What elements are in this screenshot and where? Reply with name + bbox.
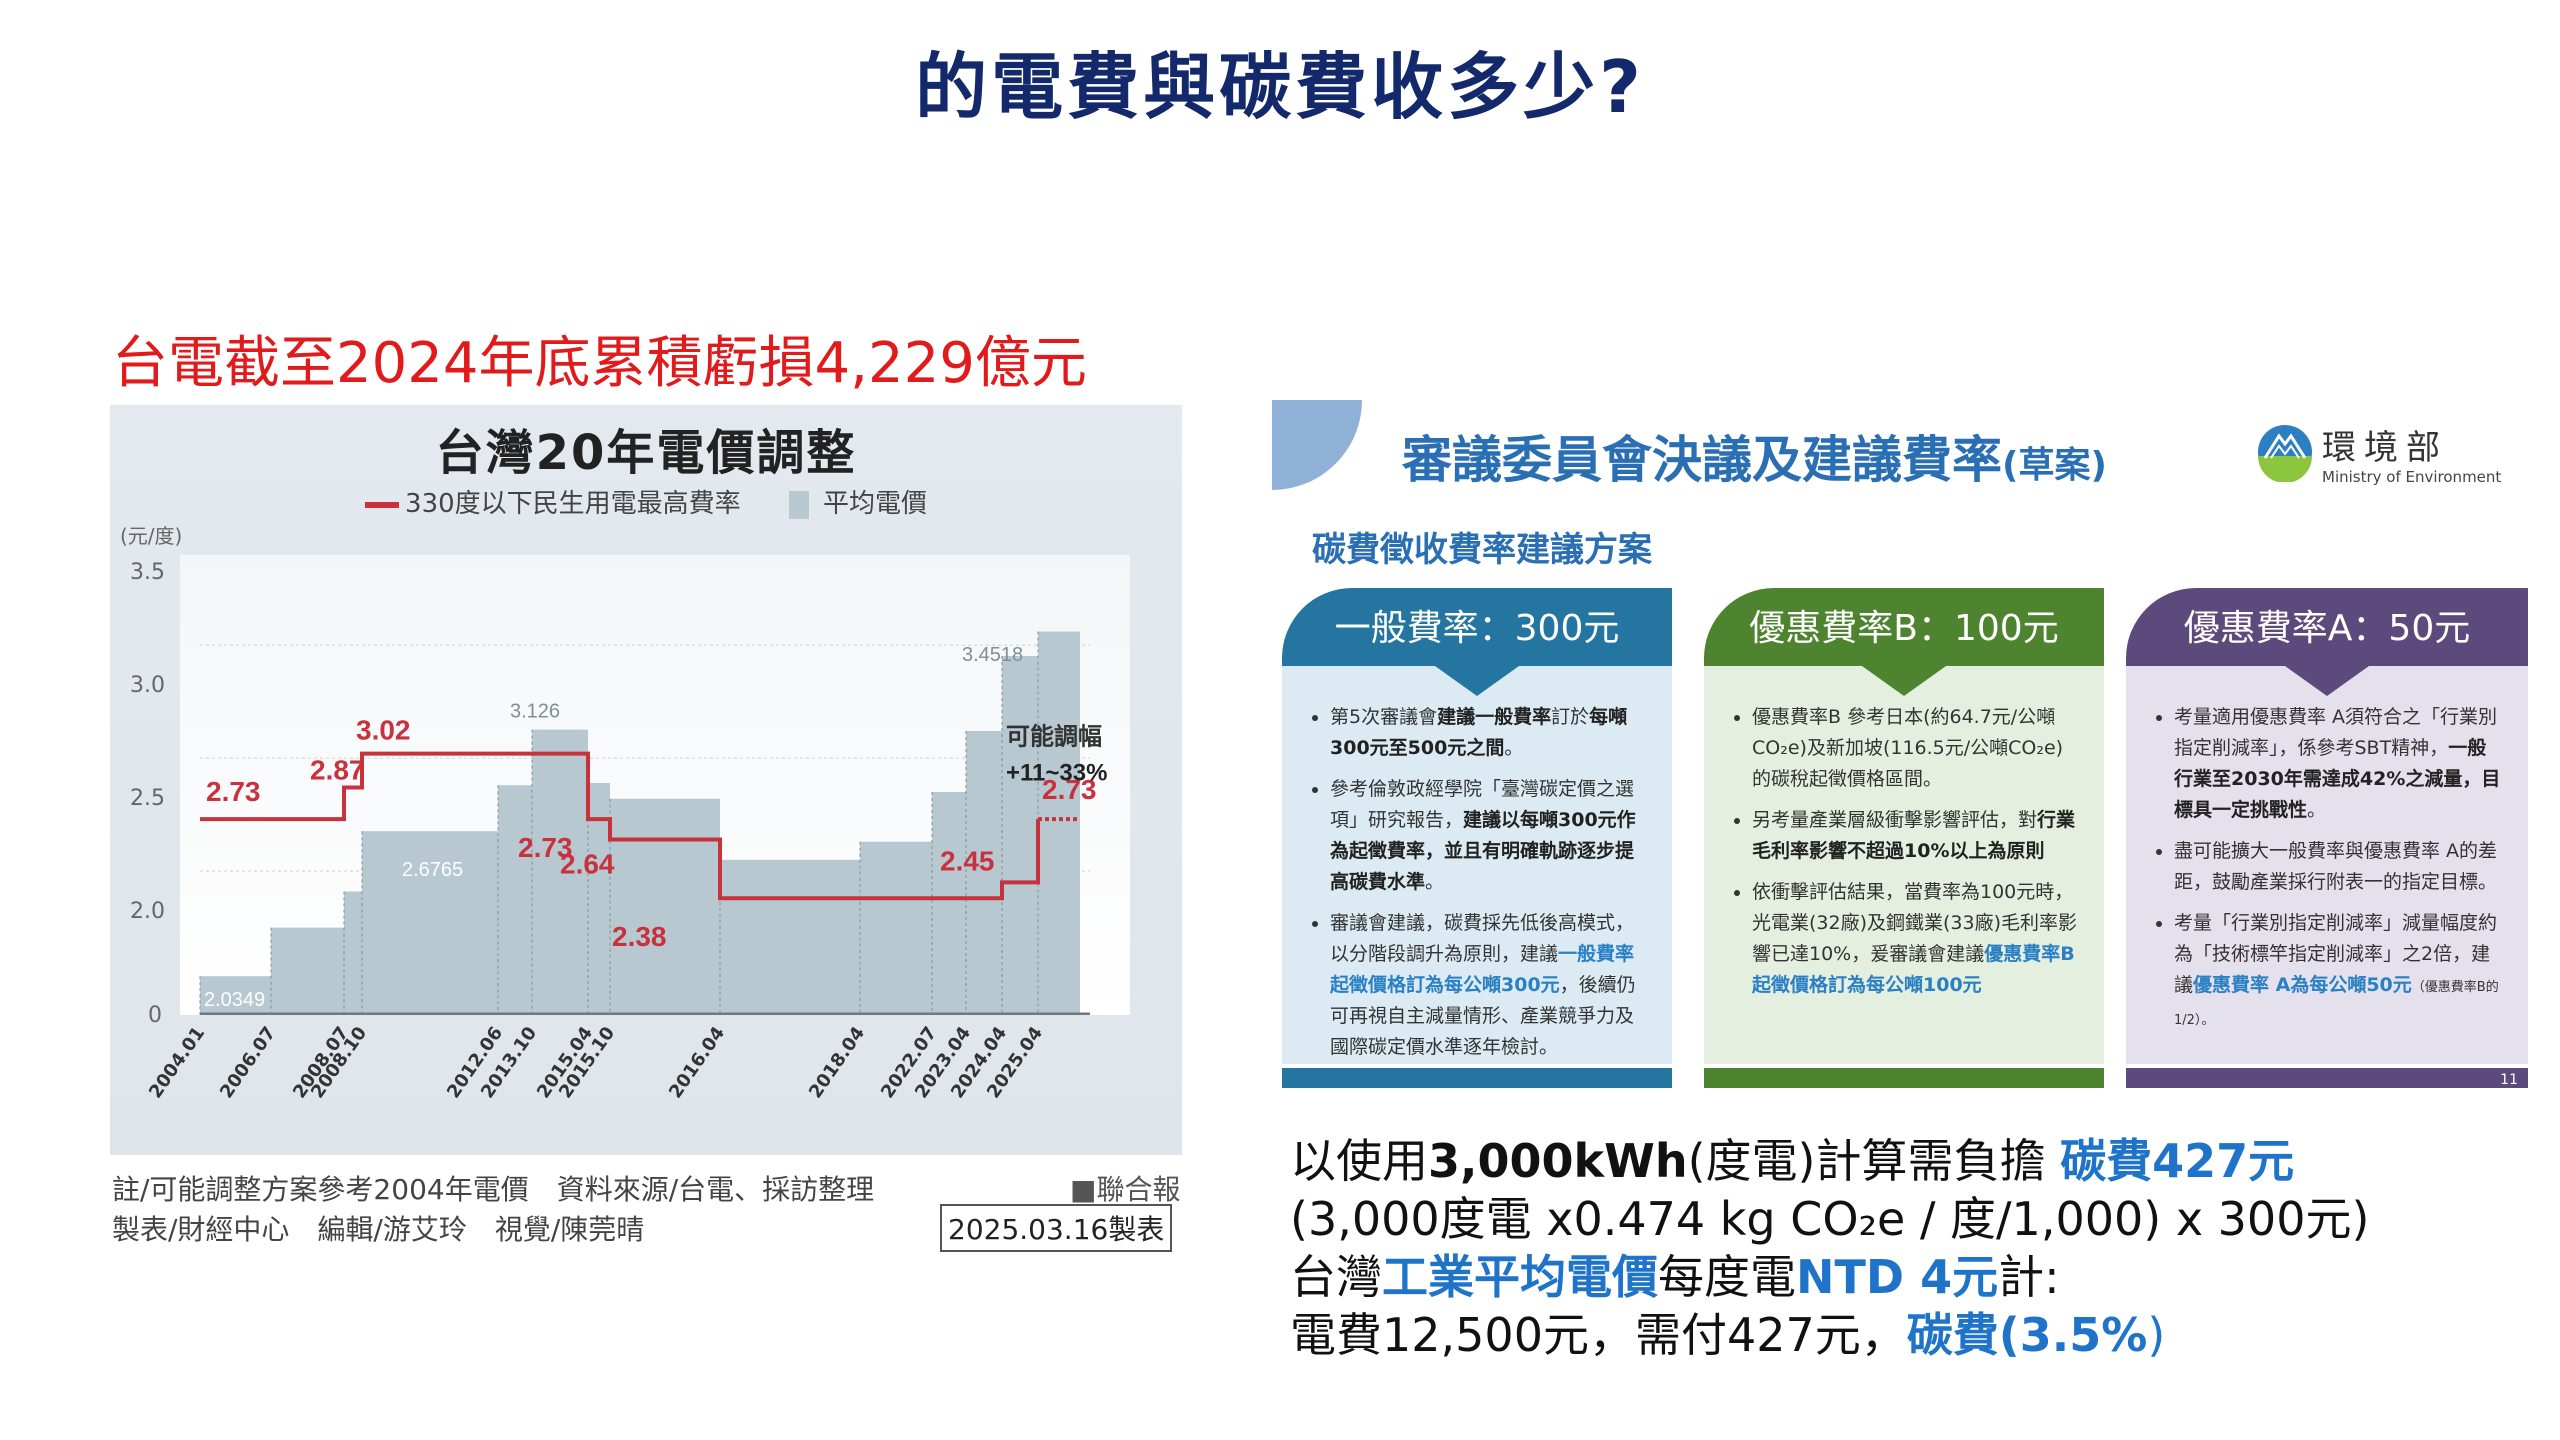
y-tick: 0	[148, 1003, 162, 1028]
svg-text:2.73: 2.73	[1042, 774, 1097, 805]
calc-line-2: (3,000度電 x0.474 kg CO₂e / 度/1,000) x 300…	[1290, 1192, 2370, 1246]
svg-text:2.45: 2.45	[940, 845, 995, 876]
bar	[1002, 655, 1038, 1015]
y-axis-unit: (元/度)	[120, 524, 183, 548]
y-tick: 2.5	[130, 786, 165, 811]
bar	[200, 976, 271, 1015]
svg-text:3.4518: 3.4518	[962, 644, 1023, 666]
y-tick: 3.0	[130, 673, 165, 698]
bar	[720, 859, 860, 1015]
card-body: 考量適用優惠費率 A須符合之「行業別指定削減率」，係參考SBT精神，一般行業至2…	[2126, 666, 2528, 1064]
x-tick: 2004.01	[144, 1023, 210, 1103]
proposal-title-text: 審議委員會決議及建議費率	[1402, 431, 2002, 489]
svg-text:可能調幅: 可能調幅	[1006, 723, 1102, 751]
card-bullet: 考量適用優惠費率 A須符合之「行業別指定削減率」，係參考SBT精神，一般行業至2…	[2174, 702, 2504, 826]
card-footer-bar: 11	[2126, 1068, 2528, 1088]
svg-text:2.87: 2.87	[310, 754, 365, 785]
card-arrow	[1435, 666, 1519, 696]
svg-text:2.73: 2.73	[206, 776, 261, 807]
card-footer-bar	[1282, 1068, 1672, 1088]
ministry-logo-icon	[2258, 425, 2312, 482]
card-bullet: 第5次審議會建議一般費率訂於每噸300元至500元之間。	[1330, 702, 1648, 764]
card-general-rate: 一般費率：300元 第5次審議會建議一般費率訂於每噸300元至500元之間。 參…	[1282, 588, 1672, 1088]
bar	[966, 730, 1002, 1015]
svg-text:2.0349: 2.0349	[204, 989, 265, 1011]
loss-heading: 台電截至2024年底累積虧損4,229億元	[112, 331, 1087, 396]
calc-line-3: 台灣工業平均電價每度電NTD 4元計:	[1290, 1250, 2060, 1304]
bar	[362, 831, 498, 1015]
bar	[498, 785, 532, 1015]
ministry-name-en: Ministry of Environment	[2322, 468, 2502, 486]
card-bullet: 考量「行業別指定削減率」減量幅度約為「技術標竿指定削減率」之2倍，建議優惠費率 …	[2174, 908, 2504, 1036]
x-tick: 2018.04	[804, 1023, 870, 1103]
card-bullet: 優惠費率B 參考日本(約64.7元/公噸CO₂e)及新加坡(116.5元/公噸C…	[1752, 702, 2080, 795]
legend-line-label: 330度以下民生用電最高費率	[405, 489, 741, 519]
chart-title: 台灣20年電價調整	[435, 425, 857, 481]
card-header: 一般費率：300元	[1282, 588, 1672, 666]
chart-svg: 2.03492.67653.1263.45182.732.873.022.732…	[199, 631, 1107, 1015]
bar	[860, 841, 932, 1015]
card-preferential-rate-a: 優惠費率A：50元 考量適用優惠費率 A須符合之「行業別指定削減率」，係參考SB…	[2126, 588, 2528, 1088]
bar	[588, 782, 610, 1015]
electricity-price-chart: 台灣20年電價調整 330度以下民生用電最高費率 平均電價 (元/度) 3.5 …	[110, 405, 1182, 1155]
card-bullet: 審議會建議，碳費採先低後高模式，以分階段調升為原則，建議一般費率起徵價格訂為每公…	[1330, 908, 1648, 1063]
y-tick: 3.5	[130, 560, 165, 585]
x-tick: 2006.07	[215, 1023, 281, 1103]
bar	[344, 891, 362, 1015]
svg-text:3.126: 3.126	[510, 701, 560, 723]
card-footer-bar	[1704, 1068, 2104, 1088]
legend-line-swatch	[365, 501, 400, 508]
bar	[610, 798, 720, 1015]
chart-legend: 330度以下民生用電最高費率 平均電價	[110, 483, 1182, 520]
source-badge: ■聯合報	[1070, 1173, 1181, 1206]
decorative-arc	[1272, 400, 1362, 490]
card-bullet: 另考量產業層級衝擊影響評估，對行業毛利率影響不超過10%以上為原則	[1752, 805, 2080, 867]
svg-text:3.02: 3.02	[356, 715, 411, 746]
slide-title: 的電費與碳費收多少?	[915, 45, 1645, 129]
y-tick: 2.0	[130, 899, 165, 924]
card-preferential-rate-b: 優惠費率B：100元 優惠費率B 參考日本(約64.7元/公噸CO₂e)及新加坡…	[1704, 588, 2104, 1088]
carbon-fee-calculation: 以使用3,000kWh(度電)計算需負擔 碳費427元 (3,000度電 x0.…	[1290, 1132, 2369, 1364]
chart-credits: 製表/財經中心 編輯/游艾玲 視覺/陳莞晴	[112, 1213, 645, 1246]
proposal-title: 審議委員會決議及建議費率(草案)	[1402, 420, 2107, 492]
calc-line-1: 以使用3,000kWh(度電)計算需負擔 碳費427元	[1290, 1134, 2295, 1188]
legend-bar-label: 平均電價	[822, 489, 927, 519]
date-stamp: 2025.03.16製表	[940, 1204, 1173, 1252]
x-tick: 2016.04	[664, 1023, 730, 1103]
svg-text:2.38: 2.38	[612, 921, 667, 952]
svg-text:2.6765: 2.6765	[402, 859, 463, 881]
bar	[532, 729, 588, 1015]
proposal-title-suffix: (草案)	[2002, 445, 2107, 486]
bar	[271, 927, 344, 1015]
card-bullet: 參考倫敦政經學院「臺灣碳定價之選項」研究報告，建議以每噸300元作為起徵費率，並…	[1330, 774, 1648, 898]
carbon-fee-proposal-slide: 審議委員會決議及建議費率(草案) 環境部 Ministry of Environ…	[1272, 400, 2547, 1090]
bar	[1038, 631, 1080, 1015]
ministry-name: 環境部	[2322, 428, 2448, 468]
card-bullet: 盡可能擴大一般費率與優惠費率 A的差距，鼓勵產業採行附表一的指定目標。	[2174, 836, 2504, 898]
card-bullet: 依衝擊評估結果，當費率為100元時，光電業(32廠)及鋼鐵業(33廠)毛利率影響…	[1752, 877, 2080, 1001]
chart-plot-area: 2.0349 2.6765 3.126 3.4518 2.73 2.87 3.02 2.73 2…	[180, 555, 1130, 1015]
page-number: 11	[2500, 1072, 2518, 1088]
svg-text:2.64: 2.64	[560, 848, 615, 879]
card-arrow	[1862, 666, 1946, 696]
calc-line-4: 電費12,500元，需付427元，碳費(3.5%)	[1290, 1308, 2166, 1362]
chart-note: 註/可能調整方案參考2004年電價 資料來源/台電、採訪整理	[112, 1173, 875, 1206]
card-body: 第5次審議會建議一般費率訂於每噸300元至500元之間。 參考倫敦政經學院「臺灣…	[1282, 666, 1672, 1064]
svg-text:+11~33%: +11~33%	[1006, 760, 1107, 787]
proposal-subtitle: 碳費徵收費率建議方案	[1312, 530, 1652, 570]
svg-text:2.73: 2.73	[518, 832, 573, 863]
card-arrow	[2285, 666, 2369, 696]
card-header: 優惠費率B：100元	[1704, 588, 2104, 666]
bar	[932, 792, 966, 1015]
card-body: 優惠費率B 參考日本(約64.7元/公噸CO₂e)及新加坡(116.5元/公噸C…	[1704, 666, 2104, 1064]
legend-bar-swatch	[788, 490, 809, 519]
card-header: 優惠費率A：50元	[2126, 588, 2528, 666]
